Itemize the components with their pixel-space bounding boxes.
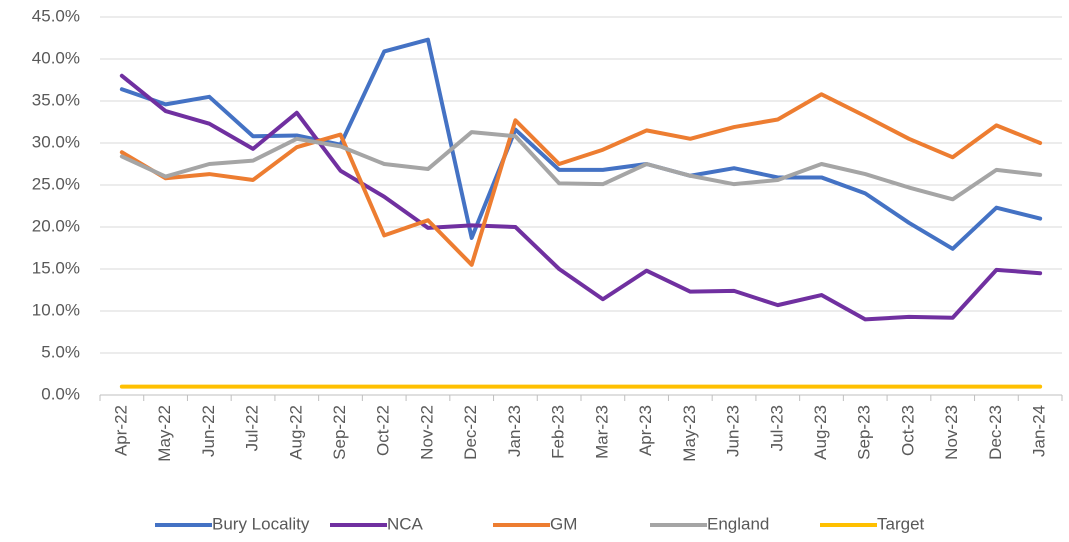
x-tick-label: Dec-22	[461, 405, 480, 460]
x-tick-label: Apr-22	[111, 405, 130, 456]
series-line	[119, 73, 1043, 322]
y-tick-label: 25.0%	[32, 174, 80, 193]
x-tick-label: Oct-23	[898, 405, 917, 456]
y-tick-label: 45.0%	[32, 6, 80, 25]
series-line	[119, 92, 1043, 267]
y-tick-label: 20.0%	[32, 216, 80, 235]
x-tick-label: Jan-23	[505, 405, 524, 457]
x-tick-label: Feb-23	[549, 405, 568, 459]
x-tick-label: Aug-22	[286, 405, 305, 460]
x-tick-label: Jul-22	[243, 405, 262, 451]
y-tick-label: 40.0%	[32, 48, 80, 67]
x-tick-label: Sep-22	[330, 405, 349, 460]
x-tick-label: May-22	[155, 405, 174, 462]
x-tick-label: Nov-23	[942, 405, 961, 460]
x-tick-label: May-23	[680, 405, 699, 462]
y-tick-label: 10.0%	[32, 300, 80, 319]
series-line	[119, 37, 1043, 251]
y-tick-label: 30.0%	[32, 132, 80, 151]
x-tick-label: Dec-23	[986, 405, 1005, 460]
x-tick-label: Nov-22	[417, 405, 436, 460]
y-tick-label: 0.0%	[41, 384, 80, 403]
legend-label: Target	[877, 514, 925, 533]
x-tick-label: Mar-23	[592, 405, 611, 459]
y-tick-label: 5.0%	[41, 342, 80, 361]
y-tick-label: 35.0%	[32, 90, 80, 109]
legend-label: GM	[550, 514, 577, 533]
x-tick-label: Oct-22	[374, 405, 393, 456]
x-tick-label: Jan-24	[1030, 405, 1049, 457]
legend-label: Bury Locality	[212, 514, 310, 533]
y-tick-label: 15.0%	[32, 258, 80, 277]
x-tick-label: Jul-23	[767, 405, 786, 451]
x-tick-label: Aug-23	[811, 405, 830, 460]
x-tick-label: Sep-23	[855, 405, 874, 460]
x-tick-label: Jun-23	[724, 405, 743, 457]
series-line	[119, 130, 1043, 202]
x-tick-label: Jun-22	[199, 405, 218, 457]
legend-label: NCA	[387, 514, 424, 533]
legend-label: England	[707, 514, 769, 533]
x-tick-label: Apr-23	[636, 405, 655, 456]
